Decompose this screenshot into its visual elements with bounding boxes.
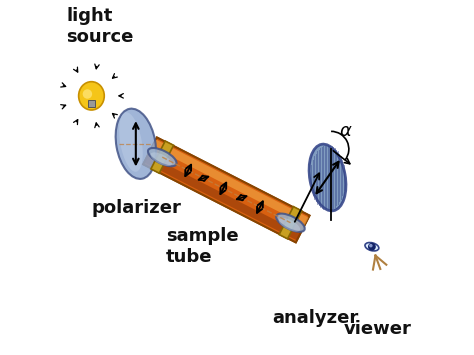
Polygon shape <box>287 215 298 223</box>
Text: α: α <box>340 122 352 140</box>
Polygon shape <box>143 137 310 242</box>
Bar <box>88 100 95 108</box>
Ellipse shape <box>276 214 305 232</box>
Polygon shape <box>151 141 173 173</box>
Ellipse shape <box>309 144 346 211</box>
Circle shape <box>370 245 372 247</box>
Polygon shape <box>144 155 301 240</box>
Ellipse shape <box>119 112 143 172</box>
Ellipse shape <box>279 218 300 232</box>
Ellipse shape <box>365 242 379 251</box>
Ellipse shape <box>79 82 104 110</box>
Text: analyzer: analyzer <box>273 309 359 327</box>
Ellipse shape <box>82 89 92 99</box>
Polygon shape <box>143 137 310 242</box>
Ellipse shape <box>148 148 176 166</box>
Polygon shape <box>143 137 310 242</box>
Polygon shape <box>152 140 309 225</box>
Circle shape <box>369 244 375 250</box>
Text: viewer: viewer <box>344 320 411 338</box>
Ellipse shape <box>150 152 172 166</box>
Polygon shape <box>279 207 302 239</box>
Polygon shape <box>159 149 169 157</box>
Text: sample
tube: sample tube <box>166 227 238 266</box>
Text: light
source: light source <box>67 7 134 46</box>
Text: polarizer: polarizer <box>91 199 182 217</box>
Ellipse shape <box>116 109 156 179</box>
